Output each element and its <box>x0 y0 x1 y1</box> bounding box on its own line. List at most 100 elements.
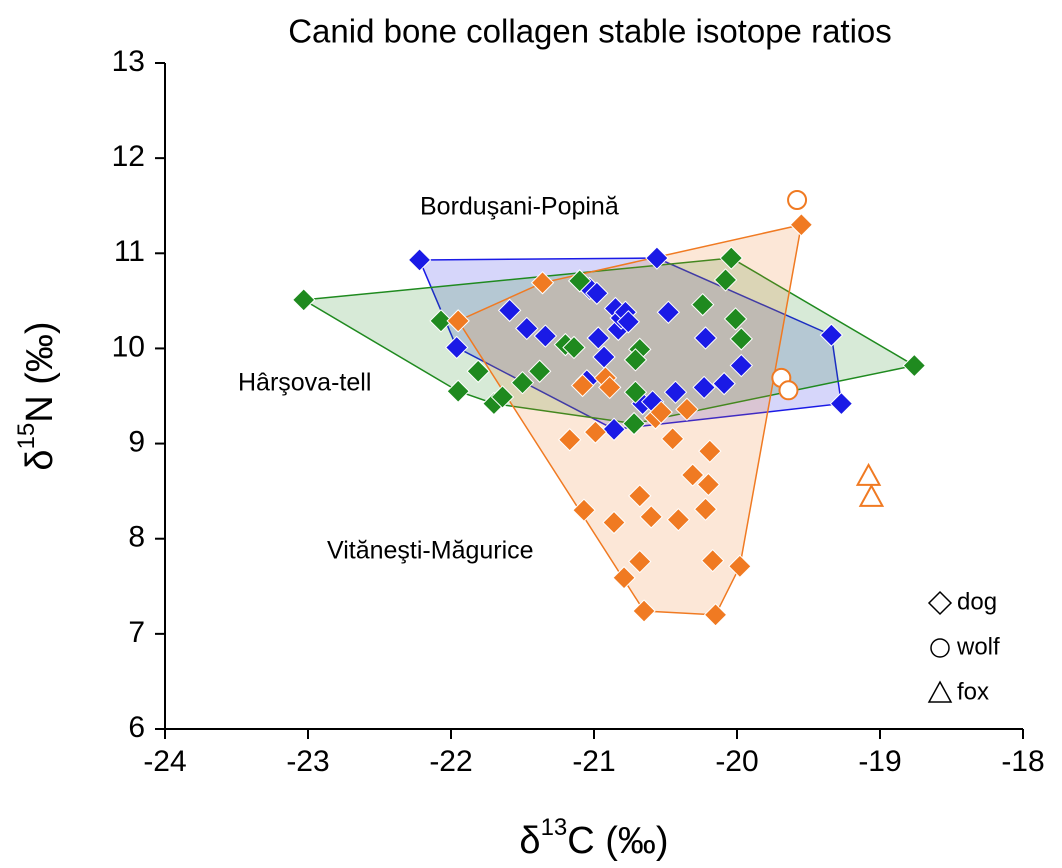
point <box>696 472 721 497</box>
point <box>446 379 470 403</box>
x-label-rest: C (‰) <box>567 820 668 862</box>
point <box>602 417 626 442</box>
point <box>632 599 656 623</box>
point <box>533 324 558 348</box>
point <box>612 566 636 590</box>
point <box>703 603 728 627</box>
point <box>789 213 814 237</box>
chart-title: Canid bone collagen stable isotope ratio… <box>288 13 892 50</box>
y-axis-label: δ15N (‰) <box>13 321 61 470</box>
x-tick-label: -23 <box>286 745 329 778</box>
site-label: Borduşani-Popină <box>420 193 619 221</box>
x-tick-label: -22 <box>429 745 472 778</box>
point <box>562 335 586 360</box>
point <box>666 507 691 532</box>
y-label-symbol: δ <box>19 449 61 470</box>
point <box>700 548 725 573</box>
x-tick-label: -21 <box>572 745 615 778</box>
point <box>497 298 522 323</box>
point <box>787 190 808 211</box>
point <box>680 463 705 487</box>
point <box>692 375 716 400</box>
point <box>713 268 738 292</box>
point <box>645 246 669 270</box>
x-tick-label: -24 <box>143 745 186 778</box>
x-label-sup: 13 <box>541 814 568 841</box>
point <box>778 380 799 401</box>
y-tick-label: 13 <box>112 45 145 78</box>
point <box>292 288 316 312</box>
site-label: Hârşova-tell <box>238 369 371 397</box>
y-label-sup: 15 <box>13 423 40 450</box>
point <box>858 483 885 507</box>
point <box>557 428 582 452</box>
x-tick-label: -18 <box>1001 745 1044 778</box>
point <box>602 510 626 535</box>
point <box>527 359 552 383</box>
legend-symbol <box>927 590 953 616</box>
x-tick-label: -19 <box>858 745 901 778</box>
point <box>572 498 596 522</box>
point <box>623 380 648 404</box>
point <box>407 248 432 272</box>
y-tick-label: 10 <box>112 330 145 363</box>
point <box>656 300 681 324</box>
point <box>567 269 592 293</box>
y-tick-label: 7 <box>128 616 145 649</box>
point <box>490 385 515 409</box>
point <box>902 353 927 378</box>
point <box>445 335 469 360</box>
point <box>693 326 718 350</box>
point <box>446 309 470 333</box>
point <box>712 371 736 396</box>
point <box>663 380 688 404</box>
point <box>598 375 622 400</box>
point <box>690 292 715 317</box>
point <box>623 348 648 372</box>
point <box>583 420 608 444</box>
y-tick-label: 11 <box>114 235 145 268</box>
point <box>729 327 753 351</box>
point <box>693 497 718 521</box>
point <box>622 411 646 436</box>
legend-symbol <box>930 638 950 658</box>
point <box>829 391 854 416</box>
y-tick-label: 6 <box>128 711 145 744</box>
site-label: Vităneşti-Măgurice <box>327 537 534 565</box>
point <box>466 359 490 383</box>
x-tick-label: -20 <box>715 745 758 778</box>
point <box>570 373 595 398</box>
point <box>719 246 743 270</box>
point <box>649 400 673 424</box>
point <box>675 397 699 422</box>
point <box>729 353 753 378</box>
point <box>855 462 882 486</box>
point <box>728 554 752 579</box>
point <box>819 323 844 347</box>
point <box>723 307 748 331</box>
point <box>628 484 652 508</box>
y-tick-label: 12 <box>112 140 145 173</box>
point <box>616 310 641 334</box>
x-axis-label: δ13C (‰) <box>519 814 668 862</box>
point <box>660 427 685 451</box>
y-tick-label: 8 <box>128 521 145 554</box>
point <box>530 271 555 295</box>
point <box>698 439 722 463</box>
legend-label: wolf <box>956 633 1000 660</box>
x-label-symbol: δ <box>519 820 540 862</box>
y-label-rest: N (‰) <box>19 321 61 422</box>
legend-symbol <box>927 680 953 703</box>
point <box>510 370 535 395</box>
legend-label: dog <box>957 588 997 615</box>
point <box>586 326 610 350</box>
y-tick-label: 9 <box>128 425 145 458</box>
legend-label: fox <box>957 678 989 705</box>
point <box>628 549 652 574</box>
point <box>639 505 663 529</box>
point <box>585 281 609 305</box>
point <box>429 309 453 333</box>
point <box>515 316 539 341</box>
